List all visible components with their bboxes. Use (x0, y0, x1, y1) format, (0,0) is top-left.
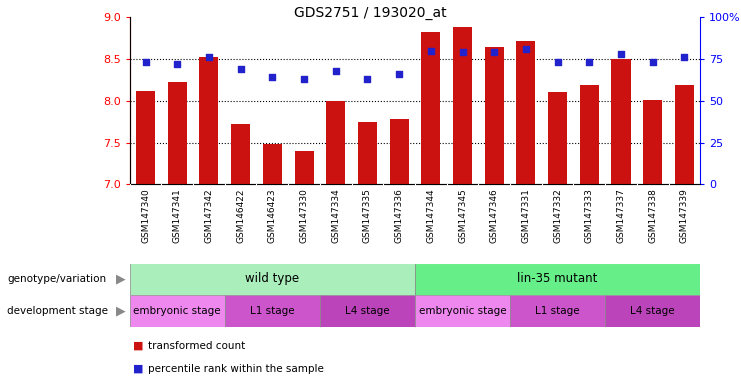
Bar (390, 119, 408, 184)
Text: GSM147330: GSM147330 (299, 188, 308, 243)
Text: embryonic stage: embryonic stage (133, 306, 221, 316)
Text: L1 stage: L1 stage (535, 306, 580, 316)
Bar (415, 263, 700, 295)
Point (139, 59, 151, 65)
Text: GSM147342: GSM147342 (205, 188, 213, 243)
Bar (675, 85, 694, 184)
Point (235, 66, 247, 72)
Text: GSM147338: GSM147338 (648, 188, 657, 243)
Text: GSM147346: GSM147346 (490, 188, 499, 243)
Bar (263, 144, 282, 184)
Text: lin-35 mutant: lin-35 mutant (517, 273, 598, 285)
Bar (225, 295, 320, 327)
Text: percentile rank within the sample: percentile rank within the sample (148, 364, 324, 374)
Text: development stage: development stage (7, 306, 108, 316)
Bar (199, 57, 219, 184)
Bar (358, 122, 377, 184)
Text: GSM147336: GSM147336 (395, 188, 404, 243)
Point (393, 71, 405, 77)
Bar (294, 151, 313, 184)
Bar (510, 295, 605, 327)
Bar (453, 27, 472, 184)
Text: GSM147332: GSM147332 (553, 188, 562, 243)
Bar (415, 295, 510, 327)
Text: GSM147340: GSM147340 (141, 188, 150, 243)
Text: GSM147344: GSM147344 (426, 188, 435, 243)
Text: L4 stage: L4 stage (631, 306, 675, 316)
Point (298, 76, 310, 82)
Text: GDS2751 / 193020_at: GDS2751 / 193020_at (294, 6, 447, 20)
Text: wild type: wild type (245, 273, 299, 285)
Bar (643, 100, 662, 184)
Text: GSM146422: GSM146422 (236, 188, 245, 243)
Point (615, 51, 627, 57)
Bar (548, 93, 567, 184)
Text: L1 stage: L1 stage (250, 306, 295, 316)
Text: genotype/variation: genotype/variation (7, 274, 107, 284)
Bar (485, 46, 504, 184)
Bar (605, 295, 700, 327)
Point (456, 49, 468, 55)
Point (551, 59, 563, 65)
Point (203, 54, 215, 60)
Bar (326, 101, 345, 184)
Bar (136, 91, 155, 184)
Point (583, 59, 595, 65)
Text: GSM147341: GSM147341 (173, 188, 182, 243)
Point (267, 74, 279, 81)
Point (362, 76, 373, 82)
Point (647, 59, 659, 65)
Point (520, 46, 532, 52)
Bar (516, 41, 536, 184)
Text: transformed count: transformed count (148, 341, 245, 351)
Text: GSM146423: GSM146423 (268, 188, 277, 243)
Text: L4 stage: L4 stage (345, 306, 390, 316)
Text: ■: ■ (133, 341, 144, 351)
Bar (611, 59, 631, 184)
Text: embryonic stage: embryonic stage (419, 306, 506, 316)
Text: ▶: ▶ (116, 273, 126, 285)
Bar (130, 263, 415, 295)
Bar (422, 32, 440, 184)
Text: GSM147339: GSM147339 (680, 188, 689, 243)
Point (488, 49, 500, 55)
Text: GSM147333: GSM147333 (585, 188, 594, 243)
Text: ▶: ▶ (116, 305, 126, 317)
Text: GSM147331: GSM147331 (522, 188, 531, 243)
Text: GSM147345: GSM147345 (458, 188, 467, 243)
Bar (579, 85, 599, 184)
Text: ■: ■ (133, 364, 144, 374)
Point (679, 54, 691, 60)
Bar (130, 295, 225, 327)
Point (425, 48, 436, 54)
Bar (167, 81, 187, 184)
Text: GSM147337: GSM147337 (617, 188, 625, 243)
Bar (231, 124, 250, 184)
Text: GSM147335: GSM147335 (363, 188, 372, 243)
Text: GSM147334: GSM147334 (331, 188, 340, 243)
Point (171, 61, 183, 67)
Bar (320, 295, 415, 327)
Point (330, 68, 342, 74)
